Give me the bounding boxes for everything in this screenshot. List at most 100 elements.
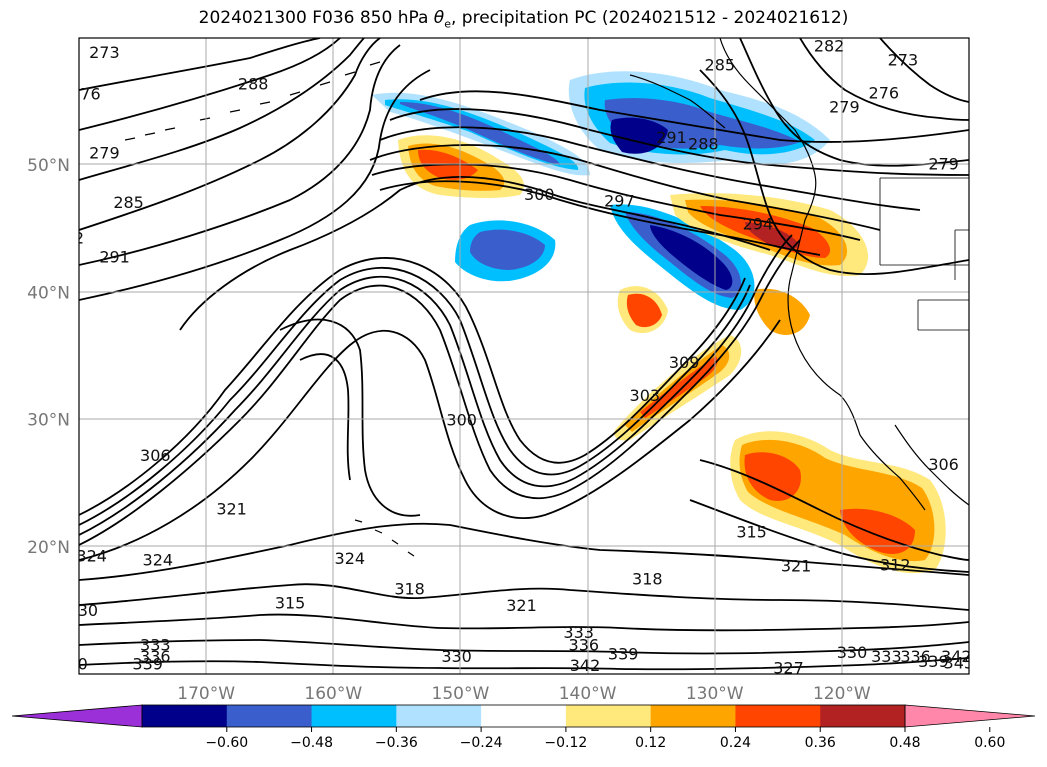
colorbar-tick-label: −0.36 [375, 735, 418, 751]
precip-positive-california [754, 288, 810, 335]
contour-line [79, 639, 969, 655]
contour-label: 303 [630, 386, 661, 405]
contour-line [79, 38, 365, 181]
contour-label: 285 [705, 56, 736, 75]
colorbar [11, 704, 1036, 732]
aleutian-islands [124, 61, 381, 141]
contour-line [389, 108, 969, 176]
contour-label: 276 [70, 85, 101, 104]
colorbar-bin [311, 705, 397, 727]
contour-line [79, 38, 341, 131]
contour-line [79, 613, 969, 632]
contour-label: 345 [944, 653, 975, 672]
contour-label: 285 [113, 193, 144, 212]
map-title: 2024021300 F036 850 hPa θe, precipitatio… [0, 8, 1047, 30]
contour-label: 324 [143, 550, 174, 569]
colorbar-labels: −0.60 −0.48 −0.36 −0.24 −0.12 0.12 0.24 0.36 0.4… [205, 735, 1005, 751]
contour-label: 333 [871, 647, 902, 666]
contour-line [279, 318, 421, 517]
precip-negative-offshore-inner [650, 225, 733, 290]
contour-label: 321 [506, 596, 537, 615]
latitude-labels: 20°N 30°N 40°N 50°N [27, 156, 70, 558]
contour-line [379, 180, 821, 256]
colorbar-bin [396, 705, 482, 727]
colorbar-tick-label: −0.48 [290, 735, 333, 751]
lon-tick-label: 170°W [177, 684, 235, 704]
colorbar-extend-low [11, 704, 143, 728]
contour-line [79, 44, 401, 266]
coastline-alaska-panhandle [719, 38, 861, 436]
contour-line [79, 657, 969, 671]
contour-label: 330 [441, 647, 472, 666]
contour-line [699, 69, 969, 275]
contour-line [739, 38, 969, 167]
colorbar-bin [481, 705, 567, 727]
contour-label: 321 [216, 499, 247, 518]
contour-label: 282 [814, 36, 845, 55]
contour-label: 324 [335, 549, 366, 568]
contour-label: 288 [688, 134, 719, 153]
contour-label: 279 [89, 143, 120, 162]
contour-label: 336 [900, 647, 931, 666]
contour-label: 291 [99, 248, 130, 267]
contour-label: 333 [140, 636, 171, 655]
lat-tick-label: 50°N [27, 156, 70, 176]
colorbar-frame [141, 704, 906, 728]
colorbar-bin [650, 705, 736, 727]
contour-label: 321 [781, 557, 812, 576]
colorbar-tick-label: −0.60 [205, 735, 248, 751]
contour-label: 279 [829, 98, 860, 117]
contour-label: 282 [54, 229, 85, 248]
contour-label: 294 [743, 215, 774, 234]
lat-tick-label: 30°N [27, 411, 70, 431]
contour-line [79, 266, 751, 526]
contour-line [179, 175, 771, 331]
contour-line [79, 239, 801, 546]
contour-line [79, 583, 969, 611]
colorbar-tick-label: −0.12 [544, 735, 587, 751]
contour-line [79, 522, 969, 581]
contour-label: 315 [275, 594, 306, 613]
contour-label: 306 [140, 446, 171, 465]
colorbar-bin [226, 705, 313, 727]
contour-label: 330 [68, 601, 99, 620]
contour-label: 309 [669, 353, 700, 372]
contour-label: 273 [888, 50, 919, 69]
contour-line [79, 38, 321, 91]
precip-positive-baja-inner [744, 452, 801, 501]
contour-line [79, 319, 781, 561]
title-prefix: 2024021300 F036 850 hPa [198, 8, 434, 28]
contour-label: 333 [563, 623, 594, 642]
colorbar-bin [735, 705, 821, 727]
colorbar-tick-label: −0.24 [460, 735, 503, 751]
contour-label: 300 [446, 410, 477, 429]
contour-label: 291 [656, 128, 687, 147]
hawaiian-islands [354, 519, 415, 557]
contour-line [79, 257, 746, 516]
colorbar-tick-label: 0.48 [889, 735, 920, 751]
contour-label: 288 [238, 75, 269, 94]
lon-tick-label: 120°W [813, 684, 871, 704]
contour-line [689, 499, 969, 573]
contour-line [79, 38, 381, 231]
lon-tick-label: 130°W [686, 684, 744, 704]
lat-tick-label: 20°N [27, 538, 70, 558]
contour-label: 339 [608, 644, 639, 663]
coastline-mexico [894, 424, 969, 506]
colorbar-bin [820, 705, 906, 727]
title-theta-sub: e [444, 17, 451, 31]
contour-label: 342 [941, 647, 972, 666]
colorbar-tick-label: 0.60 [974, 735, 1005, 751]
contour-label: 315 [736, 522, 767, 541]
contour-label: 327 [773, 658, 804, 677]
contour-label: 318 [394, 580, 425, 599]
contour-label: 330 [837, 643, 868, 662]
contour-label: 324 [76, 547, 107, 566]
precip-negative-band-north-inner [400, 102, 560, 165]
contour-label: 297 [604, 192, 635, 211]
colorbar-tick-label: 0.24 [720, 735, 751, 751]
colorbar-extend-high [904, 704, 1036, 728]
title-theta: θ [433, 8, 445, 28]
contour-label: 306 [928, 455, 959, 474]
